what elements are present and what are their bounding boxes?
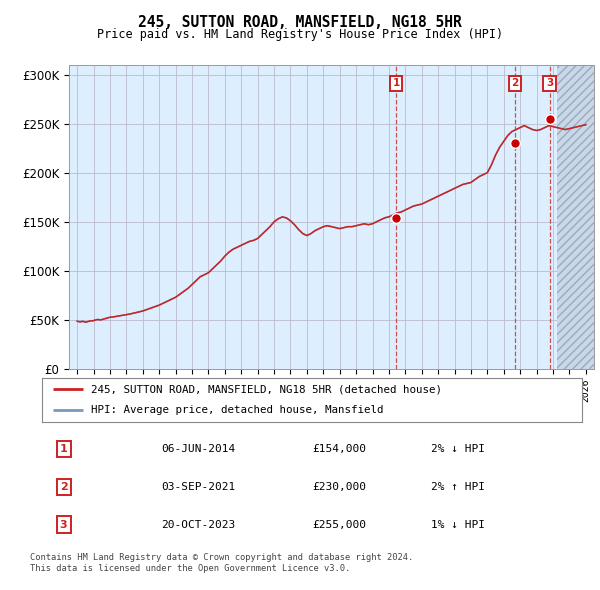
Text: This data is licensed under the Open Government Licence v3.0.: This data is licensed under the Open Gov… — [30, 564, 350, 573]
Text: 3: 3 — [546, 78, 553, 88]
Text: 245, SUTTON ROAD, MANSFIELD, NG18 5HR: 245, SUTTON ROAD, MANSFIELD, NG18 5HR — [138, 15, 462, 30]
Text: 1% ↓ HPI: 1% ↓ HPI — [431, 520, 485, 529]
Bar — [557, 65, 594, 369]
Text: 2% ↓ HPI: 2% ↓ HPI — [431, 444, 485, 454]
Text: 2: 2 — [511, 78, 518, 88]
Text: 245, SUTTON ROAD, MANSFIELD, NG18 5HR (detached house): 245, SUTTON ROAD, MANSFIELD, NG18 5HR (d… — [91, 384, 442, 394]
Text: Price paid vs. HM Land Registry's House Price Index (HPI): Price paid vs. HM Land Registry's House … — [97, 28, 503, 41]
Text: 2: 2 — [60, 482, 67, 491]
Text: 1: 1 — [60, 444, 67, 454]
Text: £154,000: £154,000 — [312, 444, 366, 454]
Bar — [557, 65, 594, 369]
Text: Contains HM Land Registry data © Crown copyright and database right 2024.: Contains HM Land Registry data © Crown c… — [30, 553, 413, 562]
Text: 03-SEP-2021: 03-SEP-2021 — [161, 482, 235, 491]
Text: 2% ↑ HPI: 2% ↑ HPI — [431, 482, 485, 491]
Text: HPI: Average price, detached house, Mansfield: HPI: Average price, detached house, Mans… — [91, 405, 383, 415]
Text: £230,000: £230,000 — [312, 482, 366, 491]
Text: £255,000: £255,000 — [312, 520, 366, 529]
Text: 1: 1 — [392, 78, 400, 88]
Text: 20-OCT-2023: 20-OCT-2023 — [161, 520, 235, 529]
Text: 06-JUN-2014: 06-JUN-2014 — [161, 444, 235, 454]
Text: 3: 3 — [60, 520, 67, 529]
